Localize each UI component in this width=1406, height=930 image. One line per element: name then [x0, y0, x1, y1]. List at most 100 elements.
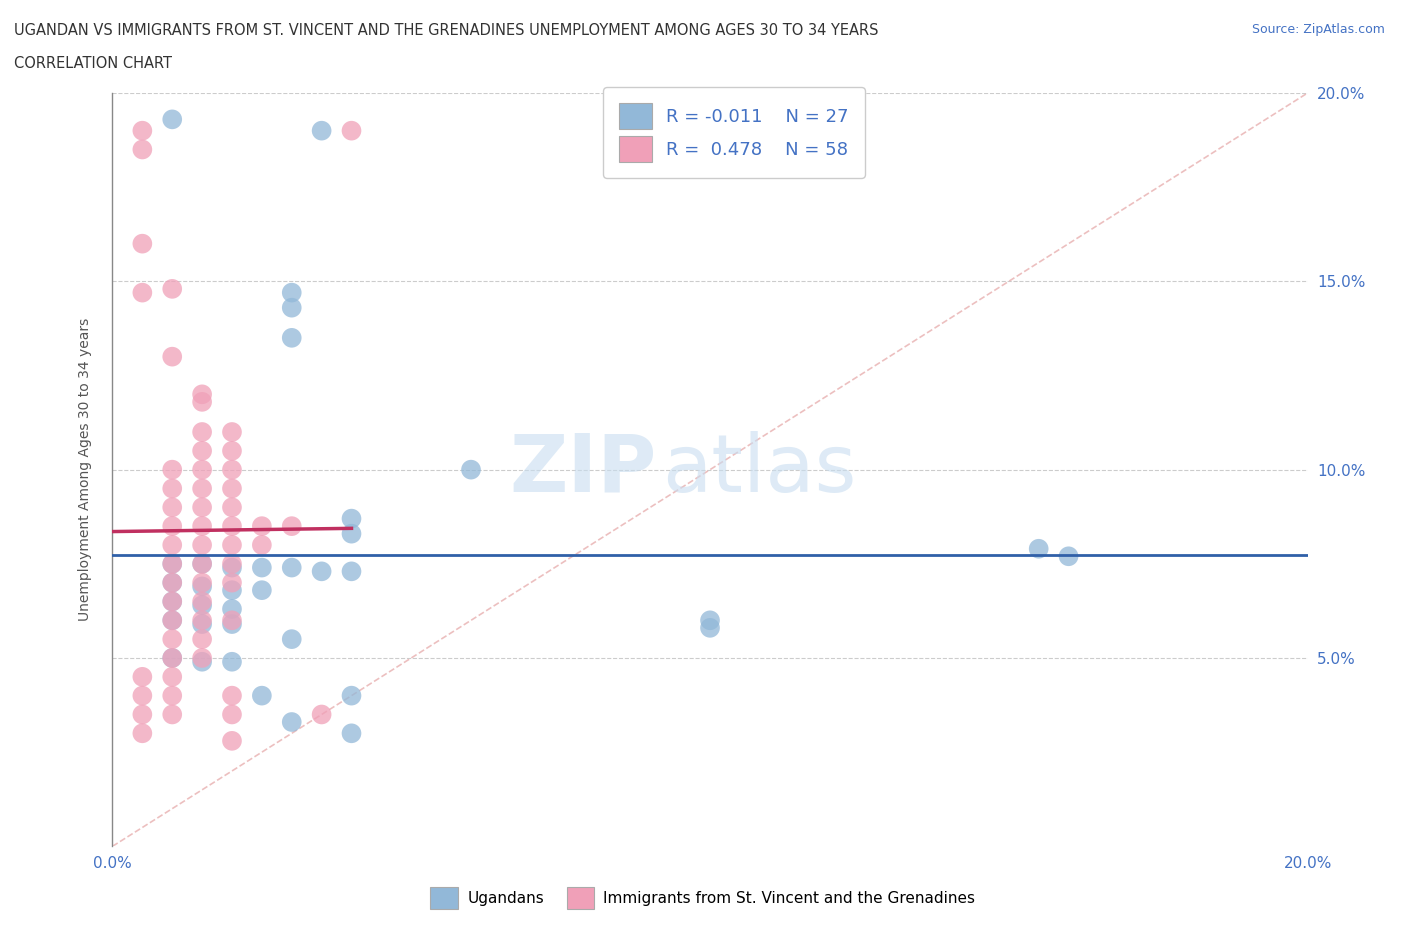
Point	[340, 726, 363, 741]
Point	[221, 602, 243, 617]
Point	[221, 583, 243, 598]
Point	[221, 655, 243, 670]
Point	[131, 286, 153, 300]
Point	[191, 579, 214, 594]
Point	[191, 556, 214, 571]
Point	[340, 512, 363, 526]
Point	[250, 560, 273, 575]
Point	[340, 123, 363, 138]
Legend: Ugandans, Immigrants from St. Vincent and the Grenadines: Ugandans, Immigrants from St. Vincent an…	[425, 881, 981, 915]
Point	[162, 538, 183, 552]
Point	[221, 556, 243, 571]
Point	[162, 556, 183, 571]
Point	[221, 688, 243, 703]
Point	[221, 538, 243, 552]
Point	[221, 617, 243, 631]
Point	[191, 594, 214, 609]
Point	[191, 387, 214, 402]
Point	[131, 670, 153, 684]
Point	[250, 583, 273, 598]
Point	[1028, 541, 1050, 556]
Point	[191, 538, 214, 552]
Point	[131, 236, 153, 251]
Point	[311, 707, 333, 722]
Point	[221, 575, 243, 591]
Text: Source: ZipAtlas.com: Source: ZipAtlas.com	[1251, 23, 1385, 36]
Point	[191, 655, 214, 670]
Point	[191, 424, 214, 440]
Point	[131, 688, 153, 703]
Point	[460, 462, 482, 477]
Text: CORRELATION CHART: CORRELATION CHART	[14, 56, 172, 71]
Point	[131, 123, 153, 138]
Point	[191, 613, 214, 628]
Point	[191, 575, 214, 591]
Text: atlas: atlas	[662, 431, 856, 509]
Point	[131, 707, 153, 722]
Point	[311, 123, 333, 138]
Point	[191, 500, 214, 515]
Legend: R = -0.011    N = 27, R =  0.478    N = 58: R = -0.011 N = 27, R = 0.478 N = 58	[603, 87, 865, 178]
Point	[281, 519, 304, 534]
Point	[191, 481, 214, 496]
Y-axis label: Unemployment Among Ages 30 to 34 years: Unemployment Among Ages 30 to 34 years	[77, 318, 91, 621]
Point	[131, 726, 153, 741]
Point	[221, 707, 243, 722]
Point	[281, 714, 304, 729]
Point	[191, 556, 214, 571]
Point	[162, 112, 183, 126]
Point	[162, 651, 183, 666]
Text: ZIP: ZIP	[509, 431, 657, 509]
Point	[162, 670, 183, 684]
Point	[162, 688, 183, 703]
Point	[340, 688, 363, 703]
Point	[131, 142, 153, 157]
Point	[162, 594, 183, 609]
Point	[281, 330, 304, 345]
Point	[162, 631, 183, 646]
Point	[281, 631, 304, 646]
Point	[281, 286, 304, 300]
Point	[221, 613, 243, 628]
Point	[340, 526, 363, 541]
Point	[162, 500, 183, 515]
Point	[191, 631, 214, 646]
Point	[162, 519, 183, 534]
Point	[162, 556, 183, 571]
Text: UGANDAN VS IMMIGRANTS FROM ST. VINCENT AND THE GRENADINES UNEMPLOYMENT AMONG AGE: UGANDAN VS IMMIGRANTS FROM ST. VINCENT A…	[14, 23, 879, 38]
Point	[162, 349, 183, 364]
Point	[340, 564, 363, 578]
Point	[221, 734, 243, 749]
Point	[221, 519, 243, 534]
Point	[162, 282, 183, 297]
Point	[191, 519, 214, 534]
Point	[281, 300, 304, 315]
Point	[221, 462, 243, 477]
Point	[221, 444, 243, 458]
Point	[191, 651, 214, 666]
Point	[311, 564, 333, 578]
Point	[191, 462, 214, 477]
Point	[221, 500, 243, 515]
Point	[699, 620, 721, 635]
Point	[221, 481, 243, 496]
Point	[162, 575, 183, 591]
Point	[191, 598, 214, 613]
Point	[250, 538, 273, 552]
Point	[250, 688, 273, 703]
Point	[162, 613, 183, 628]
Point	[191, 394, 214, 409]
Point	[699, 613, 721, 628]
Point	[162, 651, 183, 666]
Point	[162, 481, 183, 496]
Point	[191, 617, 214, 631]
Point	[281, 560, 304, 575]
Point	[191, 444, 214, 458]
Point	[221, 424, 243, 440]
Point	[221, 560, 243, 575]
Point	[250, 519, 273, 534]
Point	[162, 707, 183, 722]
Point	[1057, 549, 1080, 564]
Point	[162, 594, 183, 609]
Point	[162, 613, 183, 628]
